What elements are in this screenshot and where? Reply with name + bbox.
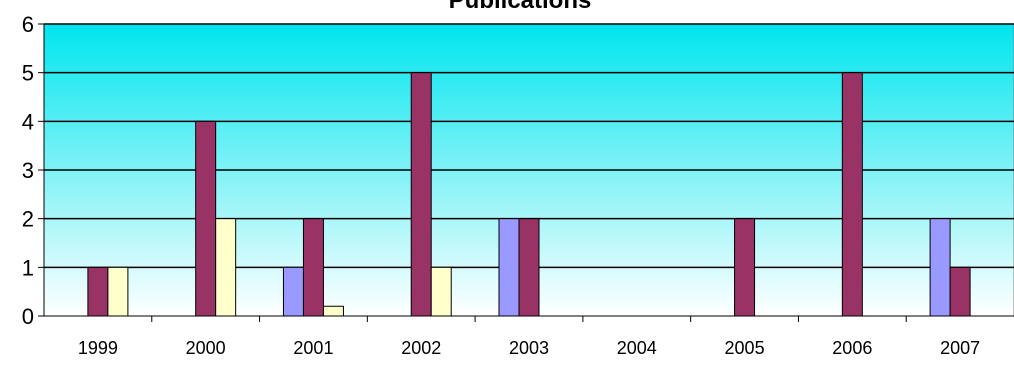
x-tick-label: 2001 (293, 338, 333, 358)
y-tick-label: 3 (22, 158, 34, 183)
bar-series2-2007 (949, 266, 971, 317)
y-tick-label: 0 (22, 304, 34, 329)
y-tick-label: 2 (22, 207, 34, 232)
bar-series3-2000 (215, 218, 237, 317)
bar-series2-2001 (302, 218, 324, 317)
bar-series1-2003 (498, 218, 520, 317)
bar-series2-2002 (410, 72, 432, 317)
x-tick-label: 2003 (509, 338, 549, 358)
bar-series2-2000 (195, 120, 217, 317)
bar-series3-1999 (107, 266, 129, 317)
bar-series2-1999 (87, 266, 109, 317)
y-tick-label: 1 (22, 255, 34, 280)
y-tick-label: 6 (22, 12, 34, 37)
x-tick-label: 2007 (940, 338, 980, 358)
bar-series2-2005 (734, 218, 756, 317)
chart-title: Publications (449, 0, 592, 14)
y-tick-label: 5 (22, 61, 34, 86)
bar-series3-2002 (430, 266, 452, 317)
x-tick-label: 2005 (725, 338, 765, 358)
x-tick-label: 1999 (78, 338, 118, 358)
bar-series1-2001 (282, 266, 304, 317)
bar-series2-2006 (841, 72, 863, 317)
x-tick-label: 2000 (186, 338, 226, 358)
y-tick-label: 4 (22, 109, 34, 134)
x-tick-label: 2002 (401, 338, 441, 358)
x-tick-label: 2004 (617, 338, 657, 358)
bar-series2-2003 (518, 218, 540, 317)
bar-series1-2007 (929, 218, 951, 317)
bar-series3-2001 (322, 305, 344, 317)
x-tick-label: 2006 (832, 338, 872, 358)
